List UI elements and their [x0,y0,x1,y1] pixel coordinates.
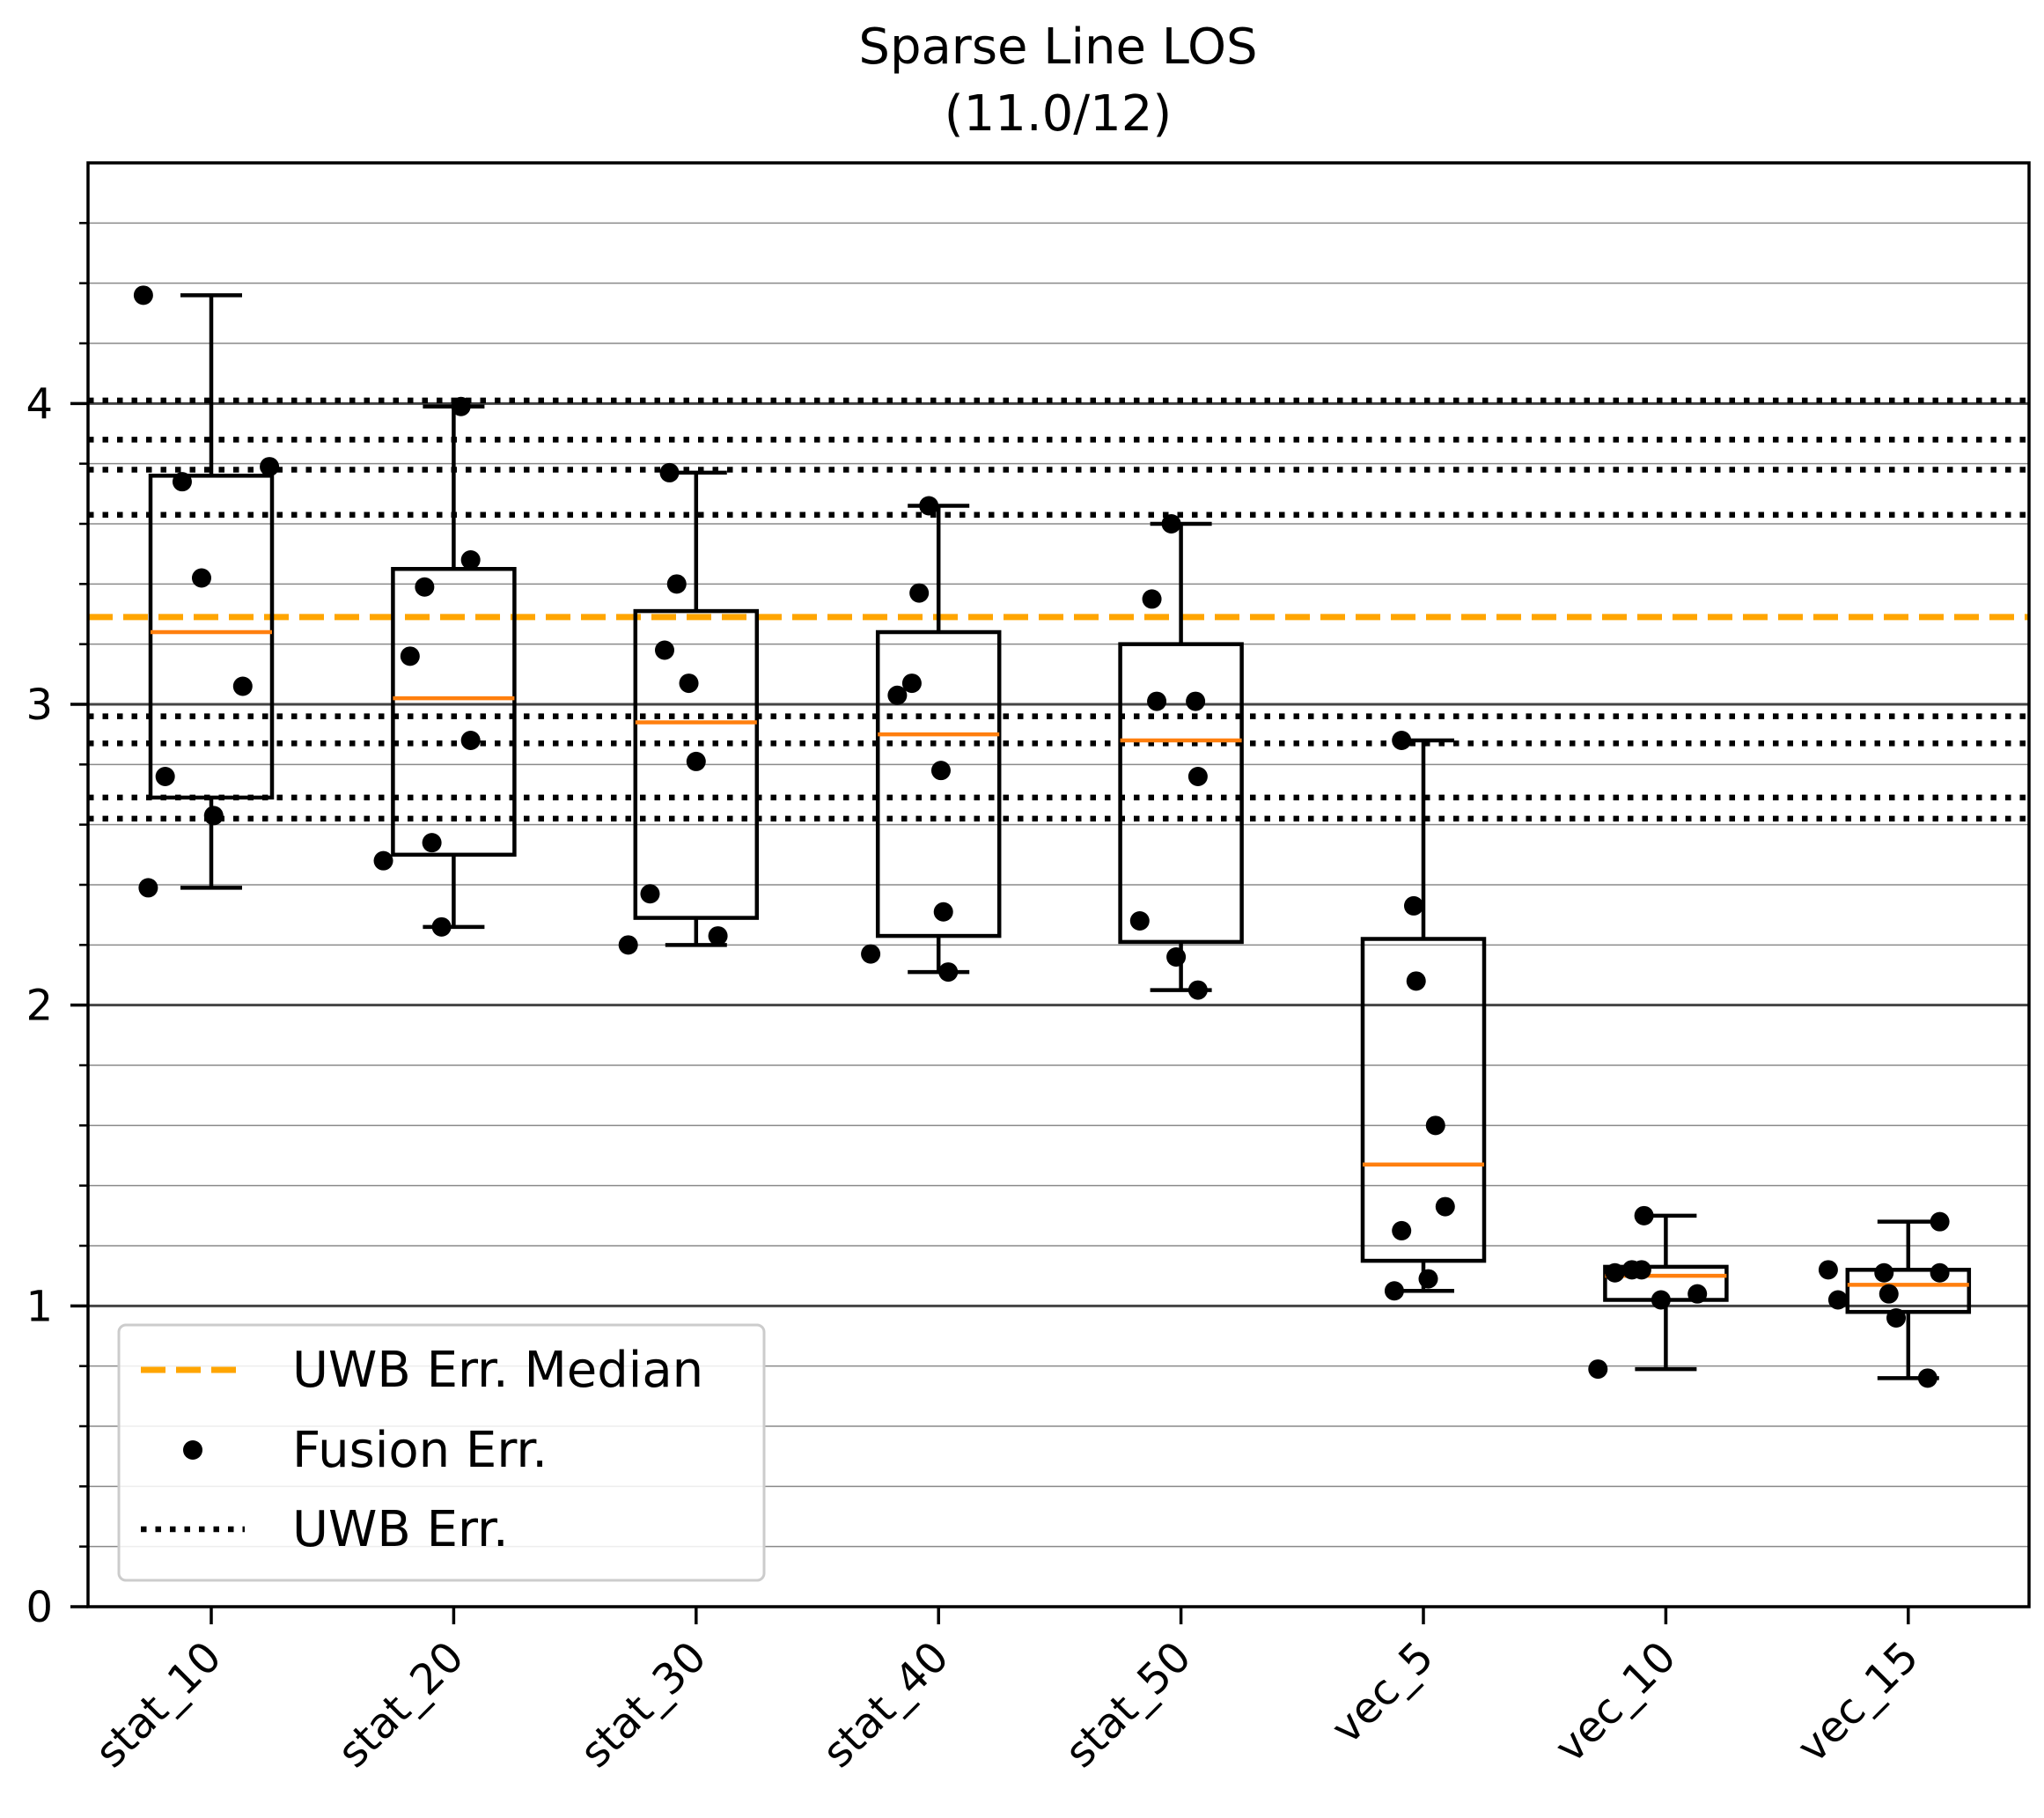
fusion-err-point [1930,1211,1950,1232]
fusion-err-point [1403,895,1423,916]
box-iqr [875,629,1002,938]
fusion-err-point [1384,1281,1404,1301]
ytick-label: 3 [26,681,53,730]
fusion-err-point [1406,971,1426,991]
fusion-err-point [1425,1115,1445,1136]
fusion-err-point [1186,691,1206,711]
fusion-err-point [1166,947,1187,967]
fusion-err-point [1588,1359,1608,1380]
fusion-err-point [1879,1284,1899,1304]
ytick-label: 2 [26,982,53,1031]
box-iqr [633,608,760,920]
fusion-err-point [861,944,881,964]
fusion-err-point [1827,1290,1848,1310]
fusion-err-point [1605,1262,1625,1283]
fusion-err-point [1631,1260,1651,1280]
fusion-err-point [460,731,481,750]
fusion-err-point [933,902,953,922]
box-stat_40 [875,504,1002,975]
fusion-err-point [654,640,674,660]
fusion-err-point [1161,514,1181,534]
box-stat_10 [148,293,275,890]
box-vec_5 [1360,738,1487,1293]
fusion-err-point [1886,1308,1907,1328]
fusion-err-point [133,285,153,305]
reference-lines [88,397,2029,822]
fusion-err-point [887,685,908,705]
fusion-err-point [666,574,687,594]
fusion-err-point [640,884,660,904]
box-vec_15 [1845,1219,1972,1380]
legend-label: UWB Err. [292,1501,509,1558]
box-iqr [1360,937,1487,1263]
legend-entry: UWB Err. [141,1501,509,1558]
fusion-err-point [451,396,471,416]
fusion-err-point [400,646,420,666]
fusion-err-point [1418,1269,1438,1289]
legend-frame [117,1323,766,1582]
fusion-err-point [415,577,435,597]
fusion-err-point [191,568,211,588]
fusion-err-point [686,751,706,771]
box-iqr [148,474,275,800]
fusion-err-point [1874,1262,1894,1283]
ytick-label: 4 [26,379,53,429]
legend-dot-swatch [183,1440,202,1460]
fusion-err-point [901,673,922,694]
chart-title: Sparse Line LOS [858,18,1257,76]
fusion-err-point [138,878,158,898]
fusion-err-point [930,761,951,781]
fusion-err-point [172,472,192,492]
box-iqr [1845,1268,1972,1314]
fusion-err-point [1917,1368,1937,1388]
ytick-label: 1 [26,1282,53,1331]
fusion-err-point [1187,767,1208,786]
fusion-err-point [679,673,699,694]
fusion-err-point [1392,731,1412,750]
chart-subtitle: (11.0/12) [945,85,1173,143]
fusion-err-point [909,583,930,603]
ytick-label: 0 [26,1583,53,1632]
fusion-err-point [1435,1196,1455,1217]
fusion-err-point [1142,589,1162,609]
fusion-err-point [938,962,959,983]
fusion-err-point [1687,1284,1708,1304]
box-iqr [391,567,517,857]
fusion-err-point [431,916,452,937]
fusion-err-point [708,926,728,946]
legend-label: Fusion Err. [292,1422,548,1479]
legend: UWB Err. Median Fusion Err. UWB Err. [117,1323,766,1582]
fusion-err-point [260,457,280,477]
legend-entry: UWB Err. Median [141,1342,703,1399]
legend-entry: Fusion Err. [183,1422,548,1479]
fusion-err-point [373,850,393,871]
fusion-err-point [155,767,175,786]
fusion-err-point [659,462,680,482]
legend-label: UWB Err. Median [292,1342,703,1399]
fusion-err-point [1187,980,1208,1000]
fusion-err-point [1930,1262,1950,1283]
fusion-err-point [1818,1260,1838,1280]
fusion-err-point [1147,691,1167,711]
fusion-err-point [1129,911,1150,931]
fusion-err-point [460,550,481,570]
fusion-err-point [203,806,224,826]
point-layer [133,285,1950,1388]
fusion-err-point [1634,1205,1654,1225]
fusion-err-point [618,935,638,955]
fusion-err-point [1392,1220,1412,1240]
fusion-err-point [422,833,442,853]
fusion-err-point [919,496,939,516]
fusion-err-point [1651,1290,1671,1310]
box-iqr [1118,642,1244,945]
fusion-err-point [232,676,253,696]
